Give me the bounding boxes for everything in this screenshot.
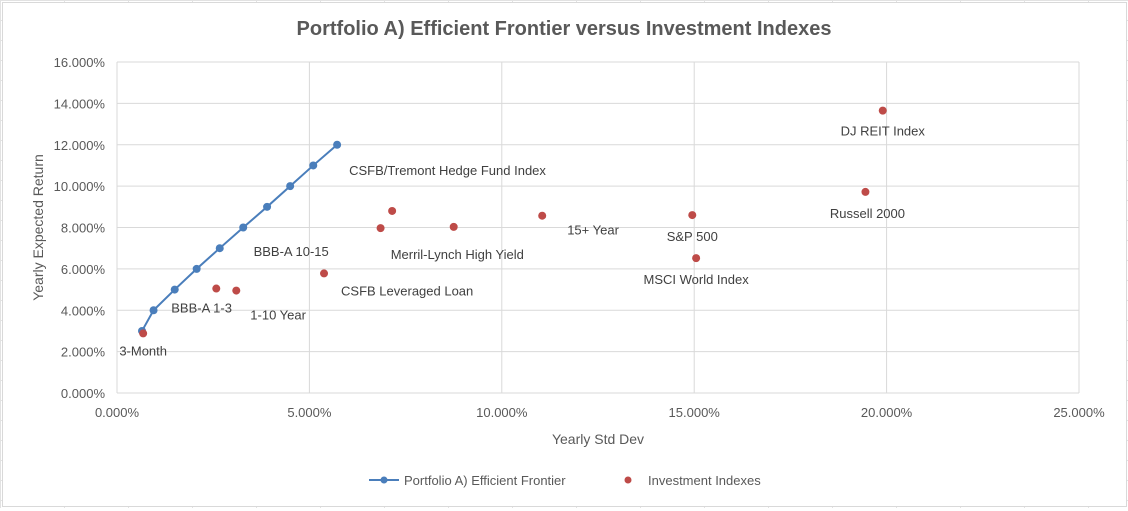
legend-label-investment-indexes: Investment Indexes — [648, 473, 761, 488]
efficient-frontier-point — [149, 306, 158, 315]
efficient-frontier-series[interactable] — [138, 140, 342, 335]
data-label: Merril-Lynch High Yield — [391, 247, 524, 262]
data-label: DJ REIT Index — [841, 124, 926, 139]
y-axis-tick-labels: 0.000% 2.000% 4.000% 6.000% 8.000% 10.000% 12.… — [54, 55, 106, 401]
legend[interactable]: Portfolio A) Efficient Frontier Investme… — [369, 473, 761, 488]
data-label: CSFB/Tremont Hedge Fund Index — [349, 163, 546, 178]
data-label: MSCI World Index — [643, 272, 749, 287]
investment-index-point — [212, 284, 221, 293]
investment-index-point — [861, 187, 870, 196]
legend-marker-swatch — [624, 476, 632, 484]
x-tick-label: 20.000% — [861, 405, 913, 420]
investment-index-point — [878, 106, 887, 115]
data-label: 1-10 Year — [250, 308, 306, 323]
investment-index-point — [538, 211, 547, 220]
efficient-frontier-point — [333, 140, 342, 149]
data-label: BBB-A 10-15 — [254, 244, 329, 259]
investment-index-point — [376, 224, 385, 233]
y-tick-label: 2.000% — [61, 345, 106, 360]
data-label: CSFB Leveraged Loan — [341, 283, 473, 298]
efficient-frontier-point — [215, 244, 224, 253]
y-tick-label: 16.000% — [54, 55, 106, 70]
legend-item-efficient-frontier[interactable]: Portfolio A) Efficient Frontier — [369, 473, 566, 488]
x-axis-label: Yearly Std Dev — [552, 431, 644, 447]
investment-index-point — [688, 211, 697, 220]
efficient-frontier-point — [192, 264, 201, 273]
x-tick-label: 25.000% — [1053, 405, 1105, 420]
data-label: Russell 2000 — [830, 206, 905, 221]
y-tick-label: 0.000% — [61, 386, 106, 401]
data-label: 15+ Year — [567, 223, 619, 238]
x-tick-label: 10.000% — [476, 405, 528, 420]
data-label: S&P 500 — [667, 229, 718, 244]
efficient-frontier-point — [286, 182, 295, 191]
investment-index-point — [320, 269, 329, 278]
x-tick-label: 15.000% — [669, 405, 721, 420]
x-tick-label: 0.000% — [95, 405, 140, 420]
efficient-frontier-point — [170, 285, 179, 294]
legend-marker-swatch — [380, 476, 388, 484]
legend-item-investment-indexes[interactable]: Investment Indexes — [624, 473, 762, 488]
y-axis-label: Yearly Expected Return — [30, 154, 46, 301]
efficient-frontier-point — [239, 223, 248, 232]
legend-label-efficient-frontier: Portfolio A) Efficient Frontier — [404, 473, 566, 488]
y-tick-label: 10.000% — [54, 179, 106, 194]
y-tick-label: 6.000% — [61, 262, 106, 277]
investment-indexes-series[interactable]: 3-Month BBB-A 1-3 1-10 Year CSFB Leveraged … — [119, 106, 926, 359]
investment-index-point — [232, 286, 241, 295]
y-tick-label: 14.000% — [54, 96, 106, 111]
efficient-frontier-line — [141, 143, 338, 332]
data-label: 3-Month — [119, 343, 167, 358]
investment-index-point — [139, 329, 148, 338]
gridlines — [116, 61, 1080, 394]
investment-index-point — [692, 254, 701, 263]
investment-index-point — [449, 222, 458, 231]
x-tick-label: 5.000% — [287, 405, 332, 420]
data-label: BBB-A 1-3 — [171, 301, 232, 316]
y-tick-label: 4.000% — [61, 303, 106, 318]
efficient-frontier-point — [309, 161, 318, 170]
x-axis-tick-labels: 0.000% 5.000% 10.000% 15.000% 20.000% 25.000% — [95, 405, 1105, 420]
y-tick-label: 12.000% — [54, 138, 106, 153]
chart-title: Portfolio A) Efficient Frontier versus I… — [297, 18, 832, 40]
efficient-frontier-point — [263, 202, 272, 211]
chart-svg: Portfolio A) Efficient Frontier versus I… — [30, 18, 1105, 488]
investment-index-point — [388, 206, 397, 215]
y-tick-label: 8.000% — [61, 221, 106, 236]
